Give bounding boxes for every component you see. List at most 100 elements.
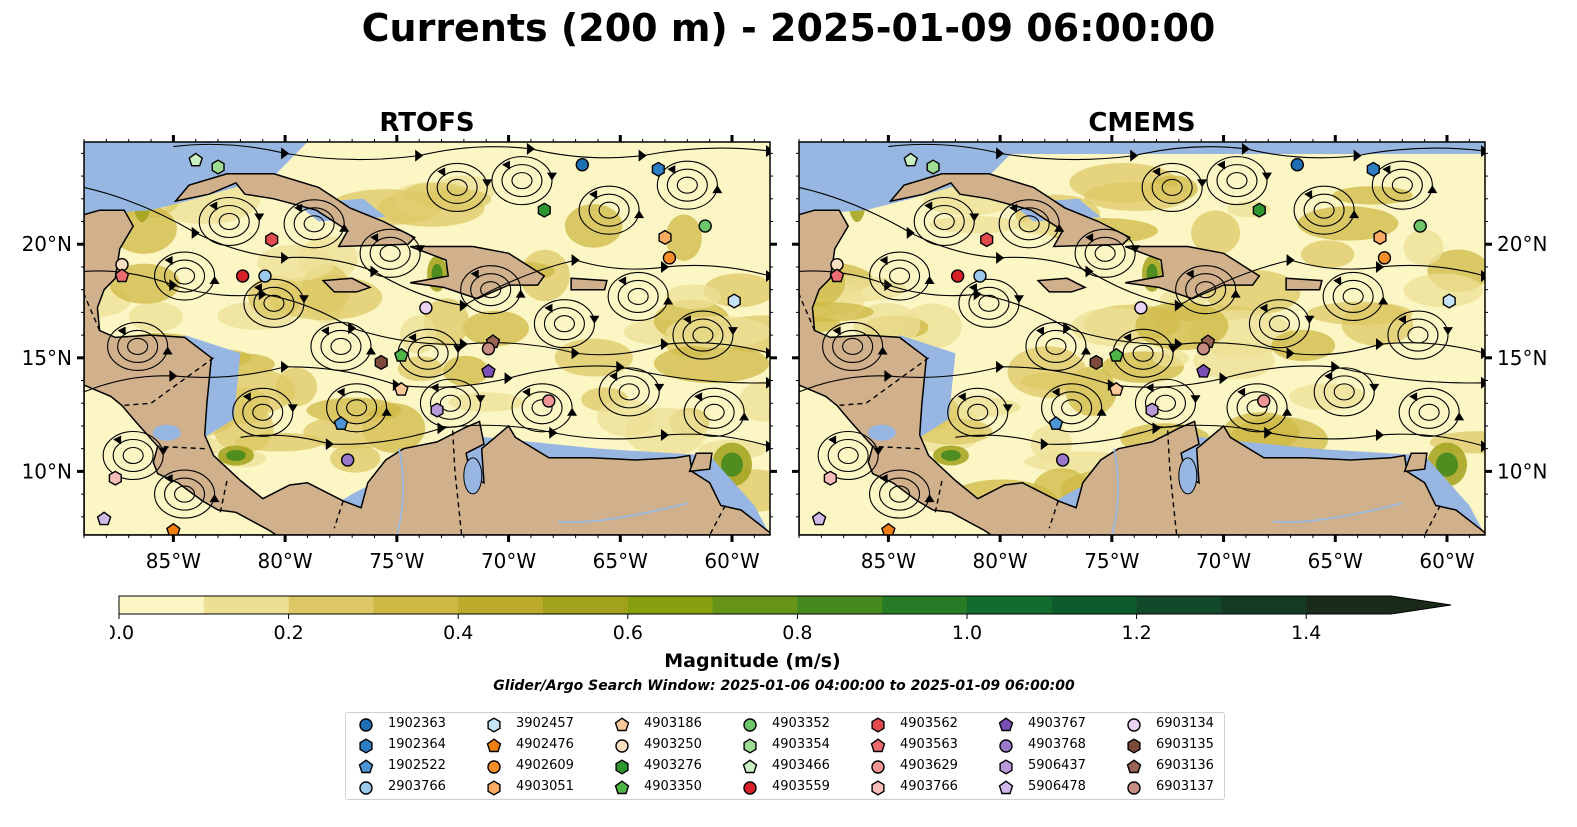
legend-label: 4903767: [1028, 716, 1086, 731]
colorbar-segment: [373, 596, 459, 614]
streamline-arrow: [437, 167, 446, 177]
streamline: [470, 273, 512, 307]
speed-patch: [554, 338, 633, 377]
streamline-arrow: [1324, 371, 1333, 381]
border-line: [934, 480, 943, 513]
streamline: [879, 259, 921, 293]
speed-patch: [1193, 341, 1275, 380]
hexagon-marker-icon: [871, 780, 885, 796]
streamline-arrow: [1123, 333, 1132, 343]
float-4903276: [1252, 202, 1266, 218]
speed-patch: [462, 310, 529, 347]
streamline: [208, 204, 250, 239]
circle-marker-icon: [487, 760, 501, 774]
speed-patch: [902, 303, 962, 350]
legend-marker: [487, 717, 501, 733]
speed-patch: [665, 214, 702, 261]
legend-marker: [743, 718, 757, 732]
streamline: [1185, 273, 1227, 307]
float-4903559: [950, 269, 965, 283]
speed-patch: [1403, 229, 1444, 266]
lake-nicaragua: [152, 424, 181, 441]
colorbar-segment: [1051, 596, 1138, 614]
legend-marker: [486, 738, 502, 753]
x-tick-label: 75°W: [1084, 549, 1139, 573]
river: [557, 502, 688, 524]
speed-patch: [1152, 349, 1189, 367]
float-4902476: [166, 522, 181, 535]
float-5906478: [96, 511, 112, 526]
streamline: [627, 287, 649, 306]
streamline-arrow: [1085, 233, 1094, 243]
streamline: [426, 162, 488, 212]
streamline: [967, 403, 989, 421]
speed-patch: [400, 315, 437, 354]
streamline: [112, 438, 154, 473]
colorbar-segment: [967, 596, 1053, 614]
colorbar-segment: [882, 596, 968, 614]
float-6903135: [1089, 354, 1103, 371]
streamline: [869, 251, 931, 301]
speed-core: [1436, 452, 1459, 477]
streamline-arrow: [475, 395, 486, 404]
rtofs-panel-title: RTOFS: [379, 108, 475, 138]
legend-marker: [359, 781, 373, 795]
border-line: [872, 445, 920, 450]
streamline: [598, 201, 620, 219]
map-area: [799, 142, 1485, 535]
float-4903354: [926, 159, 940, 175]
pentagon-marker-icon: [998, 780, 1014, 795]
streamline-arrow: [339, 223, 350, 232]
legend-marker: [871, 760, 885, 774]
speed-core: [226, 449, 246, 461]
float-6903137: [1196, 342, 1211, 356]
streamline: [174, 267, 196, 285]
streamline-arrow: [1230, 289, 1241, 298]
streamline: [1175, 265, 1237, 315]
streamline-arrow: [1369, 383, 1380, 392]
float-2903766: [258, 269, 272, 283]
streamline: [117, 329, 159, 364]
streamline-arrow: [924, 276, 935, 285]
streamline: [998, 199, 1060, 249]
colorbar-tick-label: 1.4: [1291, 622, 1321, 644]
hexagon-marker-icon: [999, 759, 1013, 775]
pentagon-marker-icon: [998, 717, 1014, 732]
streamline-arrow: [832, 326, 841, 336]
streamline: [1226, 383, 1288, 433]
streamline: [303, 215, 325, 233]
streamline-arrow: [162, 346, 173, 355]
float-4902609: [662, 251, 677, 265]
streamline-arrow: [1442, 327, 1453, 336]
streamline: [84, 270, 770, 356]
colorbar-segment: [1221, 596, 1307, 614]
speed-patch: [799, 301, 874, 322]
streamline-arrow: [682, 315, 691, 325]
streamline-arrow: [320, 326, 329, 336]
circle-marker-icon: [743, 781, 757, 795]
streamline-arrow: [694, 392, 703, 402]
streamline-arrow: [957, 392, 966, 402]
float-4903766: [823, 470, 837, 486]
streamline: [320, 329, 362, 364]
legend-label: 2903766: [388, 779, 446, 794]
streamline-arrow: [739, 412, 750, 421]
streamline: [531, 399, 553, 417]
cuba-land: [173, 173, 416, 248]
colorbar-segment: [1306, 596, 1392, 614]
streamline: [330, 337, 352, 356]
speed-patch: [1289, 383, 1365, 411]
streamline: [379, 244, 401, 262]
streamline: [293, 207, 335, 241]
streamline-arrow: [1035, 326, 1044, 336]
streamline: [1141, 162, 1203, 212]
river: [1272, 502, 1403, 524]
streamline-arrow: [408, 333, 417, 343]
x-tick-label: 65°W: [593, 549, 648, 573]
legend-marker: [871, 717, 885, 733]
gulf-area: [84, 142, 308, 215]
hexagon-marker-icon: [743, 738, 757, 754]
border-line: [84, 293, 101, 331]
streamline-arrow: [1051, 387, 1060, 397]
pentagon-marker-icon: [486, 738, 502, 753]
